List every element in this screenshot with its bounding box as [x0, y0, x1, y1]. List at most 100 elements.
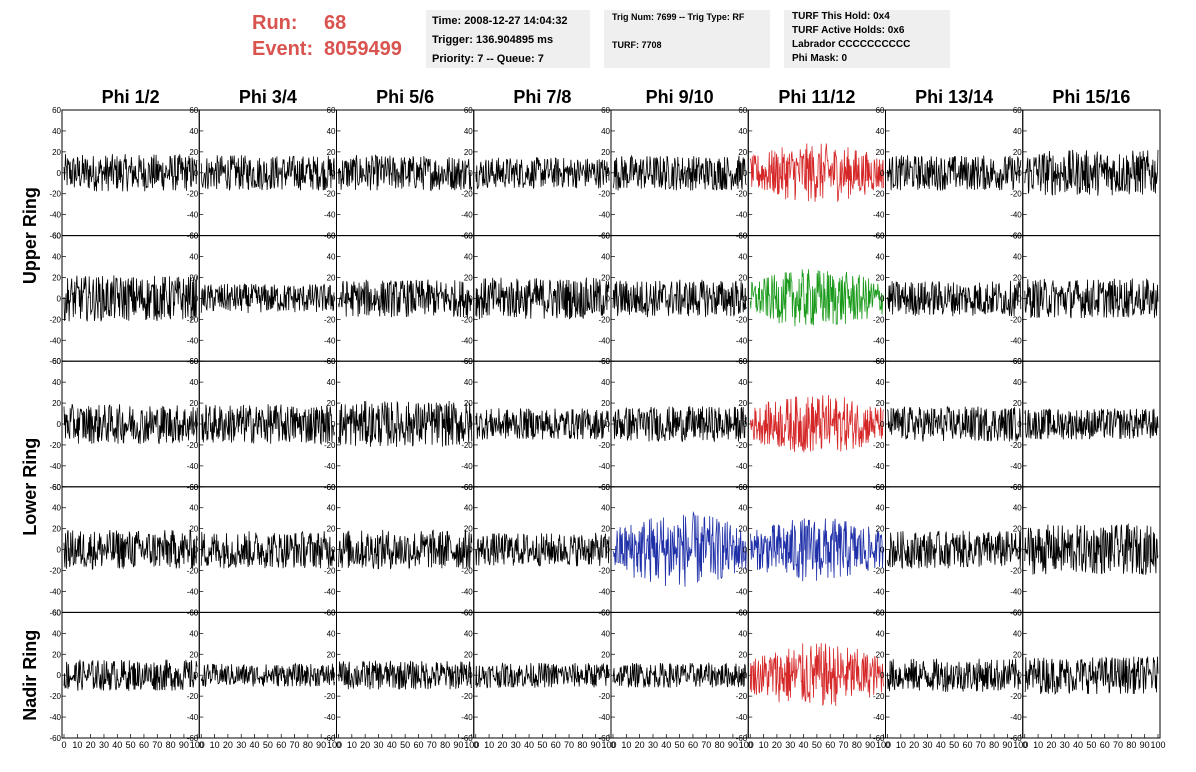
y-tick-label: -40	[187, 713, 199, 722]
x-tick-label: 50	[126, 740, 136, 750]
y-tick-label: 60	[52, 357, 61, 366]
column-title: Phi 13/14	[915, 87, 993, 107]
y-tick-label: -40	[598, 462, 610, 471]
y-tick-label: -60	[187, 608, 199, 617]
y-tick-label: 0	[468, 420, 473, 429]
run-event-header: Run: 68 Event: 8059499	[252, 10, 402, 62]
event-row: Event: 8059499	[252, 36, 402, 62]
x-tick-label: 70	[976, 740, 986, 750]
x-tick-label: 0	[748, 740, 753, 750]
y-tick-label: 40	[738, 504, 747, 513]
y-tick-label: 60	[464, 357, 473, 366]
y-tick-label: 20	[738, 650, 747, 659]
y-tick-label: -60	[187, 483, 199, 492]
x-tick-label: 80	[1126, 740, 1136, 750]
x-tick-label: 20	[635, 740, 645, 750]
x-tick-label: 30	[1060, 740, 1070, 750]
y-tick-label: -40	[49, 587, 61, 596]
waveform-trace	[612, 662, 747, 688]
event-label: Event:	[252, 38, 314, 60]
y-tick-label: -60	[187, 357, 199, 366]
y-tick-label: 60	[327, 106, 336, 115]
waveform-trace	[200, 531, 335, 569]
y-tick-label: 0	[606, 546, 611, 555]
y-tick-label: 0	[606, 169, 611, 178]
y-tick-label: 20	[464, 273, 473, 282]
x-tick-label: 50	[263, 740, 273, 750]
y-tick-label: 40	[601, 378, 610, 387]
y-tick-label: 0	[880, 169, 885, 178]
x-tick-label: 60	[1100, 740, 1110, 750]
y-tick-label: -60	[461, 734, 473, 743]
waveform-trace	[887, 155, 1022, 191]
y-tick-label: 0	[468, 169, 473, 178]
y-tick-label: 40	[327, 504, 336, 513]
y-tick-label: -20	[598, 441, 610, 450]
x-tick-label: 100	[190, 740, 205, 750]
turf-active-holds: TURF Active Holds: 0x6	[792, 25, 905, 36]
y-tick-label: -40	[187, 211, 199, 220]
x-tick-label: 80	[577, 740, 587, 750]
y-tick-label: 20	[189, 650, 198, 659]
y-tick-label: 40	[876, 127, 885, 136]
x-tick-label: 20	[497, 740, 507, 750]
waveform-trace	[612, 279, 747, 318]
column-title: Phi 9/10	[646, 87, 714, 107]
y-tick-label: 20	[1013, 148, 1022, 157]
y-tick-label: -20	[187, 441, 199, 450]
y-tick-label: -40	[324, 713, 336, 722]
y-tick-label: -20	[324, 692, 336, 701]
run-value: 68	[324, 12, 347, 34]
y-tick-label: -40	[873, 336, 885, 345]
y-tick-label: 20	[327, 273, 336, 282]
row-title: Lower Ring	[20, 438, 40, 536]
y-tick-label: 40	[1013, 378, 1022, 387]
x-tick-label: 20	[772, 740, 782, 750]
x-tick-label: 20	[1046, 740, 1056, 750]
event-value: 8059499	[324, 38, 402, 60]
x-tick-label: 40	[250, 740, 260, 750]
y-tick-label: 60	[464, 232, 473, 241]
x-tick-label: 70	[152, 740, 162, 750]
y-tick-label: -20	[324, 190, 336, 199]
y-tick-label: 20	[52, 148, 61, 157]
y-tick-label: -60	[1010, 608, 1022, 617]
y-tick-label: -60	[324, 232, 336, 241]
x-tick-label: 10	[72, 740, 82, 750]
x-tick-label: 70	[564, 740, 574, 750]
waveform-trace	[749, 395, 884, 453]
y-tick-label: -40	[187, 336, 199, 345]
y-tick-label: -60	[598, 232, 610, 241]
waveform-trace	[338, 660, 472, 690]
y-tick-label: 40	[327, 629, 336, 638]
y-tick-label: -40	[1010, 587, 1022, 596]
x-tick-label: 10	[347, 740, 357, 750]
trig-num-text: Trig Num: 7699 -- Trig Type: RF	[612, 12, 745, 22]
y-tick-label: 60	[738, 357, 747, 366]
x-tick-label: 10	[484, 740, 494, 750]
y-tick-label: 40	[52, 504, 61, 513]
y-tick-label: 60	[1013, 483, 1022, 492]
x-tick-label: 80	[715, 740, 725, 750]
y-tick-label: 40	[1013, 253, 1022, 262]
time-panel: Time: 2008-12-27 14:04:32 Trigger: 136.9…	[426, 10, 590, 68]
y-tick-label: -40	[736, 336, 748, 345]
row-title: Upper Ring	[20, 187, 40, 284]
y-tick-label: 40	[327, 378, 336, 387]
y-tick-label: -40	[1010, 713, 1022, 722]
y-tick-label: 20	[876, 273, 885, 282]
y-tick-label: 0	[880, 294, 885, 303]
y-tick-label: -20	[49, 315, 61, 324]
waveform-trace	[475, 532, 610, 567]
waveform-trace	[338, 529, 473, 570]
y-tick-label: 40	[1013, 504, 1022, 513]
y-tick-label: -20	[1010, 567, 1022, 576]
y-tick-label: -60	[324, 608, 336, 617]
x-tick-label: 50	[537, 740, 547, 750]
y-tick-label: -40	[598, 587, 610, 596]
y-tick-label: -20	[461, 315, 473, 324]
y-tick-label: -40	[324, 211, 336, 220]
turf-this-hold: TURF This Hold: 0x4	[792, 11, 890, 22]
y-tick-label: -60	[1010, 232, 1022, 241]
x-tick-label: 40	[524, 740, 534, 750]
